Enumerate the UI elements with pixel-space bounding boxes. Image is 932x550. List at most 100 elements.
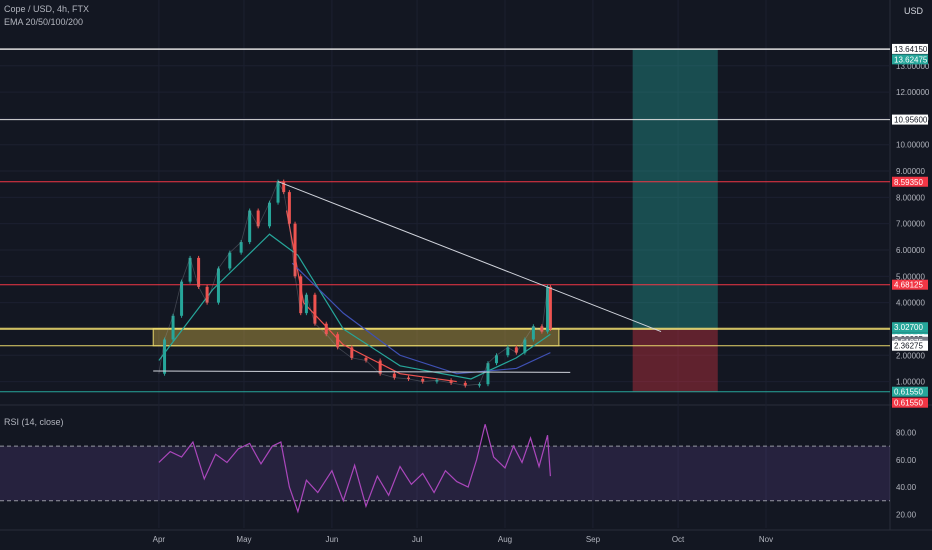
time-tick-label: Oct xyxy=(672,535,685,544)
ema-line xyxy=(285,210,457,383)
candle-body xyxy=(378,360,382,374)
candle-body xyxy=(546,286,550,332)
candle-body xyxy=(523,339,527,353)
price-badge xyxy=(892,279,928,290)
candle-body xyxy=(197,257,201,287)
candle-body xyxy=(407,377,411,379)
ema-lines xyxy=(158,210,551,383)
candle-body xyxy=(180,281,184,316)
price-badge-label: 0.61550 xyxy=(894,399,923,408)
candle-body xyxy=(293,223,297,277)
price-badge xyxy=(892,397,928,408)
price-tick-label: 4.00000 xyxy=(896,299,925,308)
candle-body xyxy=(163,339,167,374)
candle-body xyxy=(531,326,535,340)
position-stop-zone xyxy=(632,329,718,392)
price-tick-label: 1.00000 xyxy=(896,378,925,387)
price-path xyxy=(158,180,551,386)
time-tick-label: Jun xyxy=(325,535,338,544)
price-tick-label: 8.00000 xyxy=(896,193,925,202)
rsi-legend: RSI (14, close) xyxy=(4,417,64,427)
price-tick-label: 13.00000 xyxy=(896,62,930,71)
candle-body xyxy=(188,257,192,282)
candle-body xyxy=(435,380,439,382)
price-badge xyxy=(892,114,928,125)
trend-line xyxy=(277,181,662,333)
rsi-tick-label: 80.00 xyxy=(896,428,917,437)
time-tick-label: Nov xyxy=(759,535,773,544)
price-badge xyxy=(892,386,928,397)
candle-body xyxy=(276,181,280,203)
price-badge xyxy=(892,43,928,54)
ema-line xyxy=(291,262,551,375)
candle-body xyxy=(304,294,308,314)
rsi-tick-label: 60.00 xyxy=(896,456,917,465)
candle-body xyxy=(171,315,175,340)
rsi-pane xyxy=(0,424,890,514)
rsi-tick-label: 20.00 xyxy=(896,510,917,519)
price-badge-label: 3.02700 xyxy=(894,323,923,332)
price-tick-label: 7.00000 xyxy=(896,220,925,229)
price-badge-label: 2.36275 xyxy=(894,342,923,351)
candle-body xyxy=(486,363,490,385)
rsi-tick-label: 40.00 xyxy=(896,483,917,492)
position-tool[interactable] xyxy=(632,48,718,392)
trend-lines[interactable] xyxy=(153,181,662,373)
time-tick-label: Aug xyxy=(498,535,512,544)
time-tick-label: Sep xyxy=(586,535,601,544)
rsi-line xyxy=(158,424,551,514)
candle-body xyxy=(506,347,510,356)
candle-body xyxy=(216,268,220,303)
price-tick-label: 10.00000 xyxy=(896,141,930,150)
candle-body xyxy=(514,347,518,353)
symbol-legend: Cope / USD, 4h, FTX xyxy=(4,4,90,14)
price-tick-label: 9.00000 xyxy=(896,167,925,176)
time-tick-label: Jul xyxy=(412,535,422,544)
candle-body xyxy=(477,384,481,386)
price-badge-label: 4.68125 xyxy=(894,281,923,290)
time-tick-label: Apr xyxy=(153,535,166,544)
candle-body xyxy=(364,357,368,361)
candle-body xyxy=(324,323,328,335)
candle-body xyxy=(256,210,260,227)
candle-body xyxy=(540,326,544,332)
ema-legend: EMA 20/50/100/200 xyxy=(4,17,84,27)
price-tick-label: 2.00000 xyxy=(896,351,925,360)
price-tick-label: 6.00000 xyxy=(896,246,925,255)
price-badge-label: 13.64150 xyxy=(894,45,928,54)
candle-body xyxy=(287,192,291,224)
time-axis[interactable]: Apr May Jun Jul Aug Sep Oct Nov xyxy=(153,535,773,544)
time-tick-label: May xyxy=(236,535,251,544)
price-badge xyxy=(892,176,928,187)
price-tick-label: 12.00000 xyxy=(896,88,930,97)
price-badge-label: 0.61550 xyxy=(894,388,923,397)
candle-body xyxy=(268,202,272,227)
candle-body xyxy=(299,276,303,314)
candle-body xyxy=(463,382,467,386)
candle-body xyxy=(548,286,552,329)
candle-body xyxy=(239,242,243,253)
price-tick-label: 5.00000 xyxy=(896,272,925,281)
price-badge xyxy=(892,340,928,351)
price-badge-label: 8.59350 xyxy=(894,178,923,187)
candle-body xyxy=(392,373,396,378)
price-badge-label: 13.62475 xyxy=(894,55,928,64)
rsi-band xyxy=(0,446,890,501)
candle-body xyxy=(313,294,317,324)
position-target-zone xyxy=(632,48,718,330)
price-axis[interactable]: 1.000002.000003.000004.000005.000006.000… xyxy=(892,43,930,519)
candle-body xyxy=(449,380,453,383)
price-badge xyxy=(892,322,928,333)
candle-body xyxy=(248,210,252,243)
candle-body xyxy=(228,252,232,269)
horizontal-levels[interactable] xyxy=(0,48,890,393)
ema-line xyxy=(158,233,551,380)
candle-body xyxy=(336,334,340,348)
price-badge xyxy=(892,54,928,65)
candle-body xyxy=(205,286,209,303)
candle-body xyxy=(350,347,354,358)
candle-body xyxy=(282,181,286,193)
currency-label: USD xyxy=(904,6,924,16)
